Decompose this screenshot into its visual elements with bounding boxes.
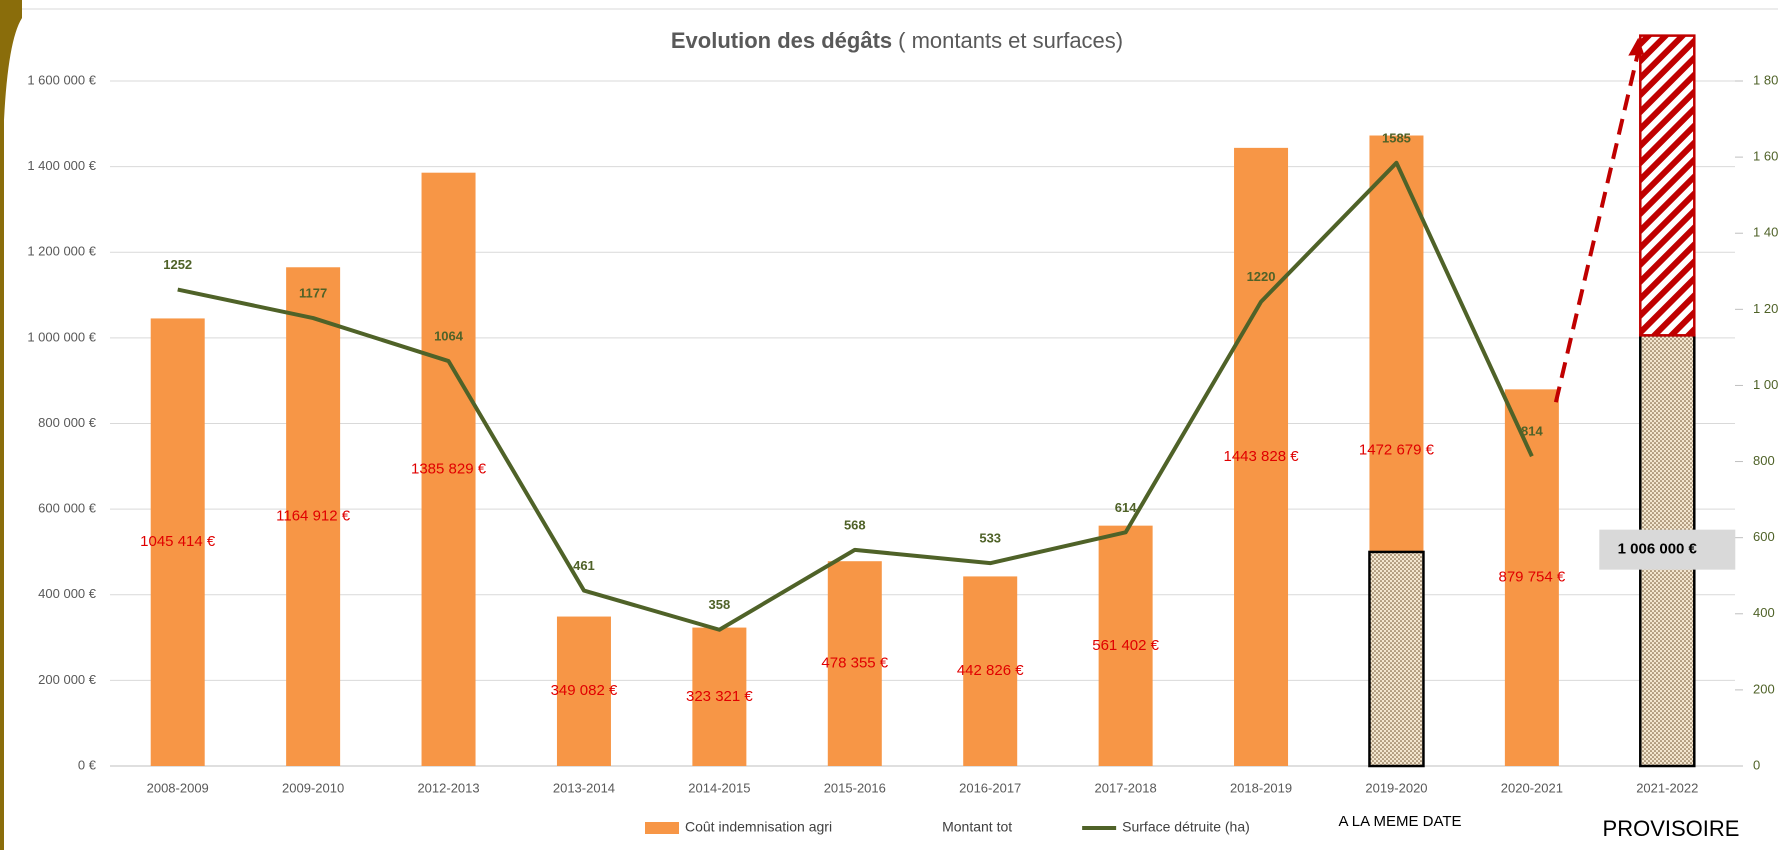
value-label: 879 754 € — [1499, 569, 1566, 586]
legend-label: Surface détruite (ha) — [1122, 819, 1250, 835]
line-label: 358 — [709, 597, 731, 612]
line-label: 533 — [979, 531, 1001, 546]
bar — [1639, 34, 1696, 337]
line-label: 1220 — [1247, 269, 1276, 284]
y2-tick-label: 1 400 — [1753, 225, 1778, 240]
value-label-box — [1599, 529, 1736, 570]
projection-arrow — [1553, 51, 1641, 403]
arrow-head — [1628, 37, 1645, 56]
x-tick-label: 2020-2021 — [1501, 780, 1563, 795]
bar — [286, 267, 341, 766]
bar — [150, 318, 205, 766]
y2-tick-label: 1 200 — [1753, 301, 1778, 316]
y2-tick-label: 1 800 — [1753, 72, 1778, 87]
bar — [1098, 525, 1153, 766]
value-label: 1385 829 € — [411, 460, 487, 477]
bar — [1234, 147, 1289, 766]
y-tick-label: 600 000 € — [38, 501, 97, 516]
y-tick-label: 400 000 € — [38, 586, 97, 601]
y2-tick-label: 200 — [1753, 681, 1775, 696]
value-label: 1472 679 € — [1359, 442, 1435, 459]
line-label: 1252 — [163, 257, 192, 272]
x-tick-label: 2008-2009 — [147, 780, 209, 795]
x-tick-label: 2021-2022 — [1636, 780, 1698, 795]
value-label: 1 006 000 € — [1618, 541, 1698, 558]
value-label: 1164 912 € — [276, 508, 351, 525]
line-label: 568 — [844, 517, 866, 532]
chart-heading: Evolution des dégâts( montants et surfac… — [671, 28, 1123, 53]
y2-tick-label: 0 — [1753, 757, 1760, 772]
bar — [827, 561, 882, 766]
y-tick-label: 0 € — [78, 757, 97, 772]
x-tick-label: 2018-2019 — [1230, 780, 1292, 795]
x-tick-label: 2013-2014 — [553, 780, 615, 795]
bar — [556, 616, 611, 766]
line-label: 1177 — [299, 286, 327, 301]
line — [177, 160, 1534, 632]
x-tick-label: 2016-2017 — [959, 780, 1021, 795]
line-label: 1585 — [1382, 130, 1411, 145]
x-tick-label: 2015-2016 — [824, 780, 886, 795]
x-tick-label: 2019-2020 — [1365, 780, 1427, 795]
x-tick-label: 2014-2015 — [688, 780, 750, 795]
bar — [1368, 550, 1425, 768]
y2-tick-label: 800 — [1753, 453, 1775, 468]
value-label: 442 826 € — [957, 662, 1024, 679]
bar — [963, 576, 1018, 766]
y2-tick-label: 600 — [1753, 529, 1775, 544]
legend-label: Coût indemnisation agri — [685, 819, 832, 835]
value-label: 349 082 € — [551, 682, 618, 699]
value-label: 1443 828 € — [1224, 448, 1300, 465]
annotation: PROVISOIRE — [1603, 816, 1740, 841]
y2-tick-label: 1 000 — [1753, 377, 1778, 392]
y2-tick-label: 400 — [1753, 605, 1775, 620]
line-label: 1064 — [434, 329, 464, 344]
value-label: 561 402 € — [1092, 637, 1159, 654]
x-tick-label: 2017-2018 — [1095, 780, 1157, 795]
y-tick-label: 800 000 € — [38, 415, 97, 430]
y-tick-label: 1 600 000 € — [27, 72, 96, 87]
chart-title: Evolution des dégâts — [671, 28, 892, 53]
legend-swatch — [645, 822, 679, 834]
corner-decoration — [0, 0, 22, 850]
value-label: 1045 414 € — [140, 533, 216, 550]
legend-label: Montant tot — [942, 819, 1012, 835]
annotation: A LA MEME DATE — [1338, 813, 1461, 830]
line-label: 461 — [573, 558, 595, 573]
x-tick-label: 2012-2013 — [417, 780, 479, 795]
y-tick-label: 1 400 000 € — [27, 158, 96, 173]
line-label: 814 — [1521, 424, 1543, 439]
y2-tick-label: 1 600 — [1753, 149, 1778, 164]
bar — [692, 627, 747, 766]
chart-subtitle: ( montants et surfaces) — [898, 28, 1123, 53]
bar — [421, 172, 476, 766]
x-tick-label: 2009-2010 — [282, 780, 344, 795]
line-label: 614 — [1115, 500, 1137, 515]
y-tick-label: 1 200 000 € — [27, 244, 96, 259]
y-tick-label: 1 000 000 € — [27, 329, 96, 344]
value-label: 478 355 € — [821, 655, 888, 672]
y-tick-label: 200 000 € — [38, 672, 97, 687]
value-label: 323 321 € — [686, 688, 753, 705]
